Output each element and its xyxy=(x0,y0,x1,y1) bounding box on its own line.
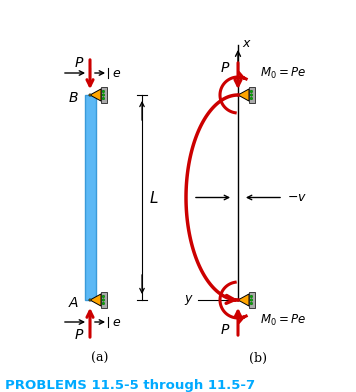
Circle shape xyxy=(102,302,105,305)
Bar xyxy=(249,292,255,308)
Polygon shape xyxy=(90,89,101,101)
Text: (b): (b) xyxy=(249,352,267,365)
Text: (a): (a) xyxy=(91,352,109,365)
Circle shape xyxy=(102,299,105,301)
Circle shape xyxy=(250,90,253,93)
Bar xyxy=(249,87,255,103)
Circle shape xyxy=(250,97,253,100)
Text: $P$: $P$ xyxy=(74,56,84,70)
Text: $x$: $x$ xyxy=(242,36,252,49)
Circle shape xyxy=(250,299,253,301)
Circle shape xyxy=(89,299,91,301)
Circle shape xyxy=(102,94,105,96)
Text: $e$: $e$ xyxy=(112,316,121,328)
Circle shape xyxy=(102,90,105,93)
Text: $P$: $P$ xyxy=(220,61,230,75)
Circle shape xyxy=(102,97,105,100)
Text: $B$: $B$ xyxy=(68,91,79,105)
Polygon shape xyxy=(238,89,249,101)
Circle shape xyxy=(250,94,253,96)
Bar xyxy=(84,95,95,300)
Text: $M_0 = Pe$: $M_0 = Pe$ xyxy=(260,312,306,328)
Circle shape xyxy=(89,94,91,96)
Circle shape xyxy=(250,302,253,305)
Circle shape xyxy=(237,299,239,301)
Text: $y$: $y$ xyxy=(184,293,194,307)
Text: $P$: $P$ xyxy=(74,328,84,342)
Polygon shape xyxy=(238,294,249,306)
Circle shape xyxy=(237,94,239,96)
Text: $L$: $L$ xyxy=(149,189,158,205)
Polygon shape xyxy=(90,294,101,306)
Text: $P$: $P$ xyxy=(220,323,230,337)
Bar xyxy=(101,87,107,103)
Text: $A$: $A$ xyxy=(68,296,79,310)
Circle shape xyxy=(102,295,105,298)
Text: $M_0 = Pe$: $M_0 = Pe$ xyxy=(260,65,306,80)
Bar xyxy=(101,292,107,308)
Circle shape xyxy=(250,295,253,298)
Text: PROBLEMS 11.5-5 through 11.5-7: PROBLEMS 11.5-5 through 11.5-7 xyxy=(5,379,255,392)
Text: $e$: $e$ xyxy=(112,67,121,80)
Text: $-v$: $-v$ xyxy=(287,191,307,204)
